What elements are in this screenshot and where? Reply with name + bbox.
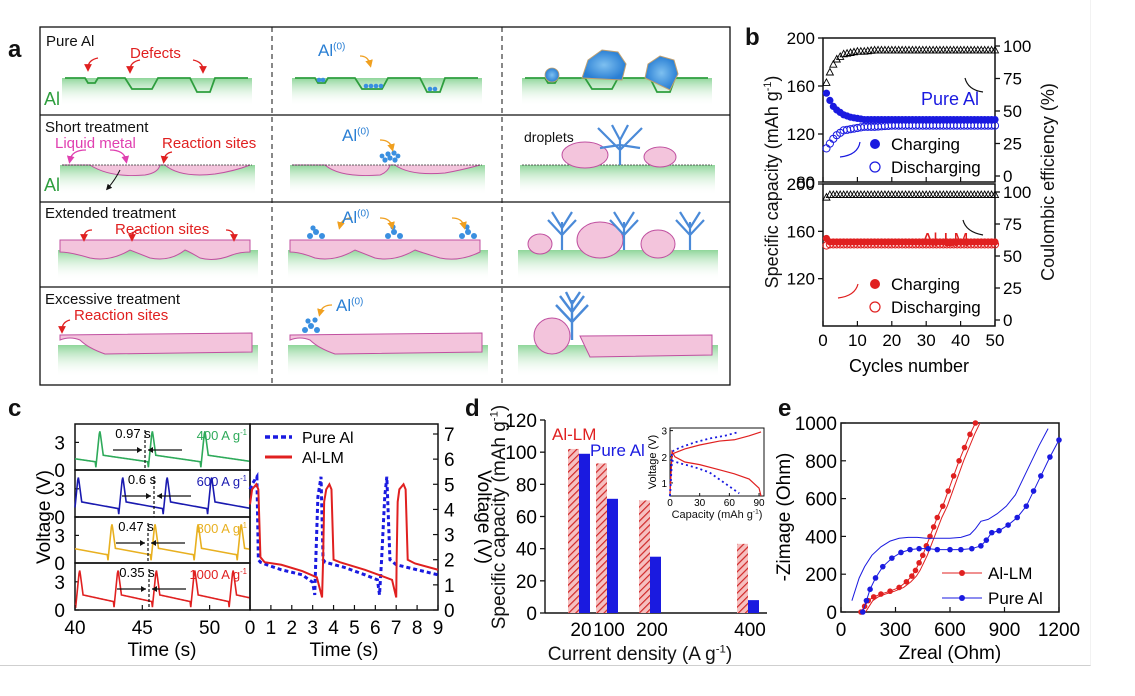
defects-label: Defects <box>130 45 181 62</box>
al0-arrow-icon <box>317 304 333 317</box>
row-title-extended-treatment: Extended treatment <box>45 205 176 222</box>
al0-label: Al(0) <box>342 126 370 145</box>
defect-arrow-icon <box>126 59 141 74</box>
al0-label: Al(0) <box>318 41 346 60</box>
pure-al-substrate-2 <box>292 77 482 106</box>
reaction-sites-label: Reaction sites <box>115 221 210 238</box>
pure-al-substrate-3 <box>522 49 712 106</box>
diffusion-arrow-icon <box>106 169 121 191</box>
al0-arrow-icon <box>359 55 373 68</box>
defect-arrow-icon <box>84 57 99 72</box>
row-excessive-treatment <box>58 291 718 377</box>
al0-arrow-icon <box>451 217 467 230</box>
panel-label-d: d <box>465 395 480 422</box>
panel-label-e: e <box>778 395 792 422</box>
reaction-sites-label: Reaction sites <box>74 307 169 324</box>
lm-arrow-icon <box>66 149 87 164</box>
dendrite <box>597 124 643 165</box>
pure-al-substrate-1 <box>62 77 252 106</box>
al-base-label: Al <box>44 175 61 195</box>
al0-label: Al(0) <box>342 208 370 227</box>
reaction-arrow-icon <box>225 229 238 242</box>
reaction-arrow-icon <box>80 229 93 242</box>
dendrite <box>547 211 705 250</box>
al0-label: Al(0) <box>336 296 364 315</box>
liquid-metal-label: Liquid metal <box>55 135 136 152</box>
al0-arrow-icon <box>379 217 395 230</box>
row-title-short-treatment: Short treatment <box>45 119 149 136</box>
defect-arrow-icon <box>192 59 207 74</box>
row-extended-treatment <box>58 211 718 280</box>
panel-label-b: b <box>745 24 760 51</box>
reaction-arrow-icon <box>160 151 173 164</box>
dendrite <box>555 291 589 340</box>
al-base-label: Al <box>44 89 61 109</box>
reaction-sites-label: Reaction sites <box>162 135 257 152</box>
row-short-treatment <box>60 124 715 195</box>
reaction-arrow-icon <box>58 319 71 334</box>
row-title-excessive-treatment: Excessive treatment <box>45 291 181 308</box>
panel-label-a: a <box>8 36 22 63</box>
panel-label-c: c <box>8 395 22 422</box>
panel-a-border <box>39 26 731 386</box>
reaction-arrow-icon <box>128 229 141 242</box>
row-pure-al <box>62 49 712 106</box>
figure-frame <box>0 0 1091 666</box>
droplets-label: droplets <box>524 129 574 145</box>
al0-arrow-icon <box>379 139 395 152</box>
al0-arrow-icon <box>337 217 353 230</box>
row-title-pure-al: Pure Al <box>46 33 95 50</box>
lm-arrow-icon <box>109 149 130 164</box>
